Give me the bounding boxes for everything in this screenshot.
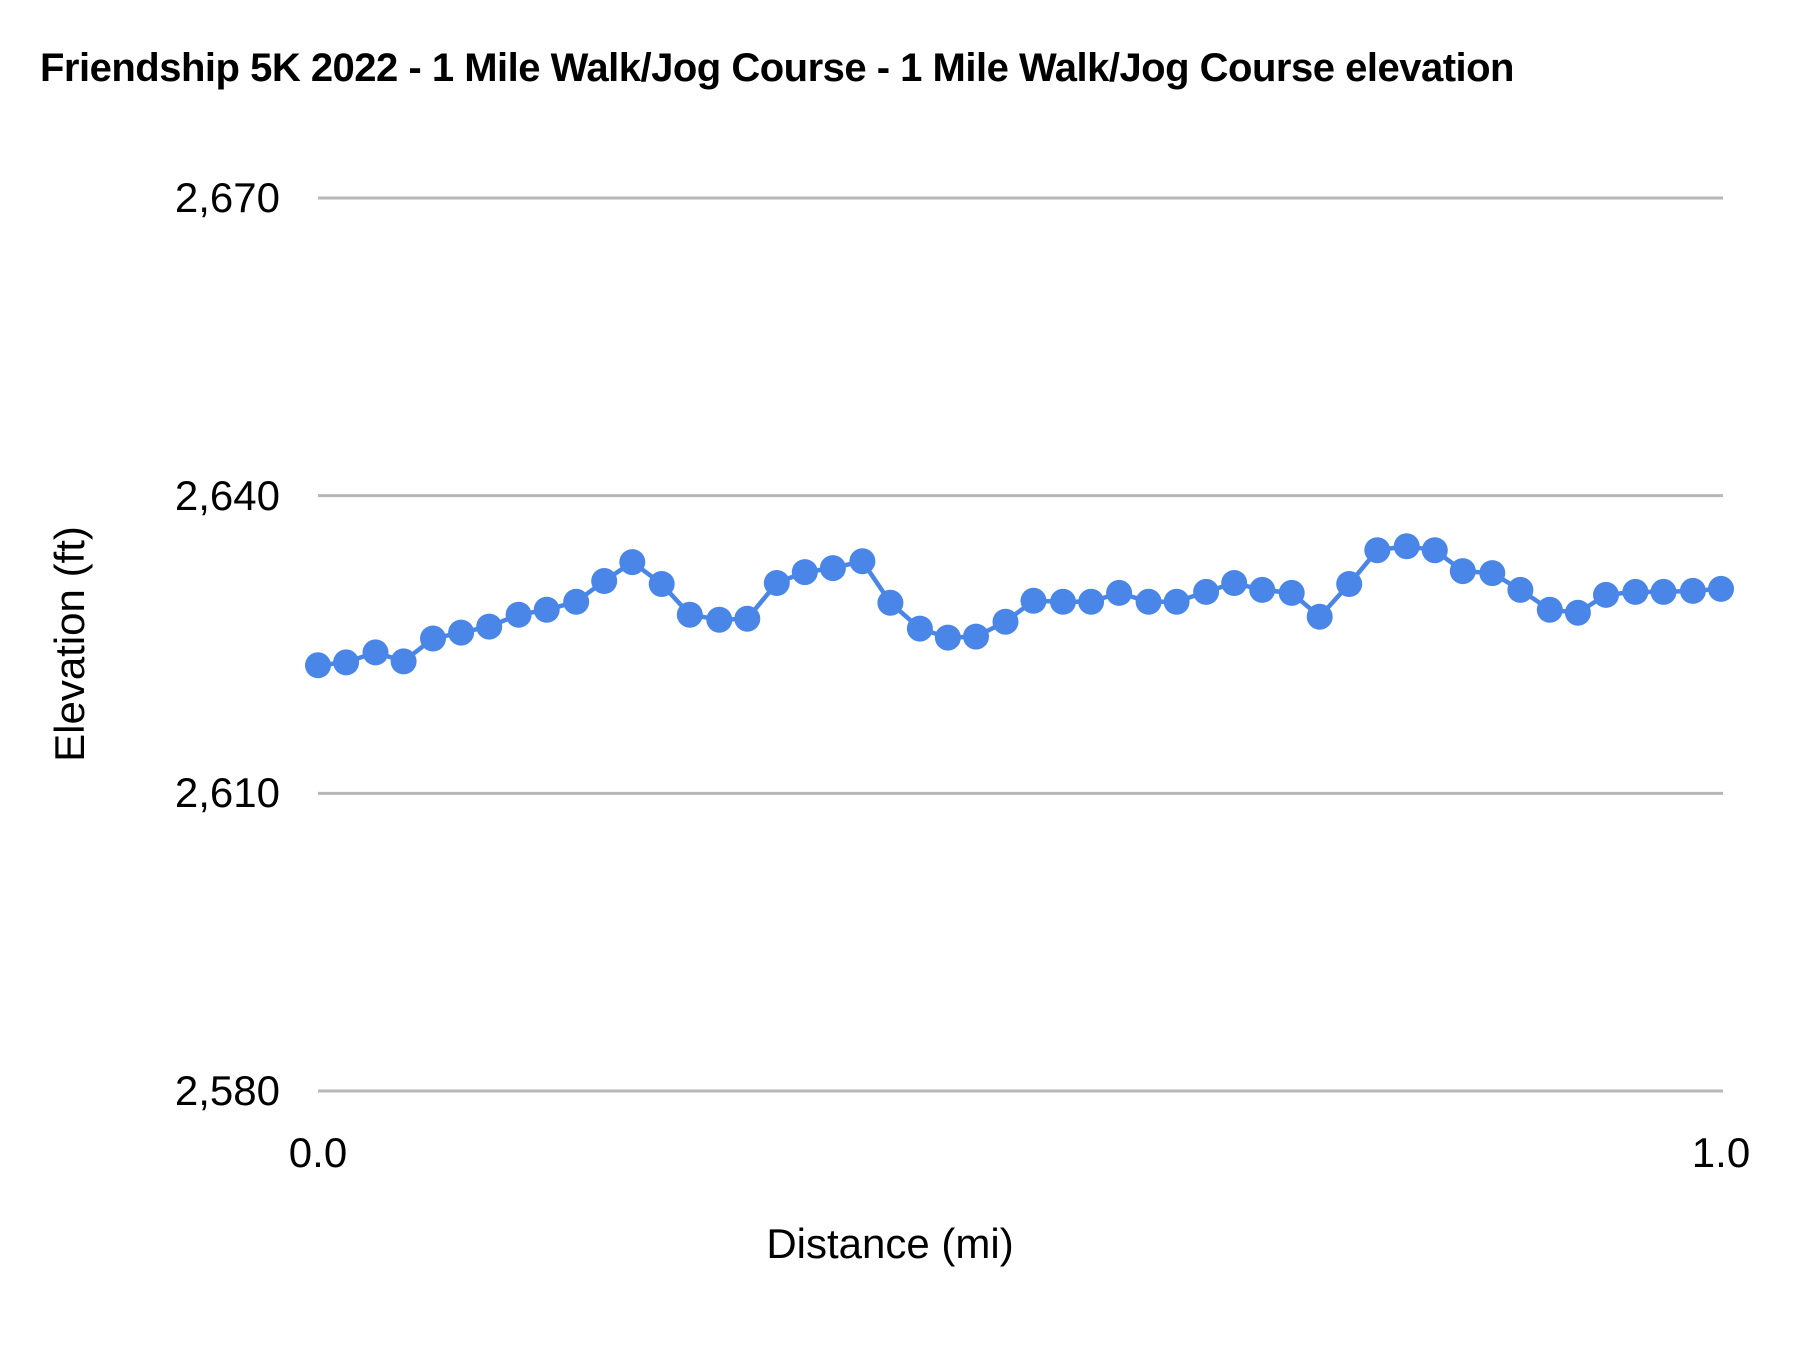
data-point (734, 605, 761, 632)
data-point (591, 568, 618, 594)
data-point (505, 601, 532, 628)
x-tick-label: 0.0 (288, 1129, 348, 1176)
data-point (333, 649, 360, 676)
x-axis-title: Distance (mi) (766, 1220, 1014, 1267)
data-point (1306, 603, 1333, 630)
data-point (448, 619, 475, 646)
data-point (533, 596, 560, 623)
data-point (849, 548, 876, 575)
data-point (1336, 571, 1363, 597)
data-point (992, 608, 1019, 635)
data-point (877, 589, 904, 616)
series-line (315, 544, 1724, 668)
data-point (563, 588, 590, 615)
data-point (362, 639, 389, 666)
data-point (1536, 596, 1563, 623)
data-point (1221, 570, 1248, 596)
data-point (1650, 578, 1677, 605)
data-point (1135, 588, 1162, 615)
chart-title: Friendship 5K 2022 - 1 Mile Walk/Jog Cou… (40, 46, 1515, 90)
data-point (763, 570, 790, 596)
data-point (1193, 578, 1220, 605)
data-point (1050, 588, 1076, 615)
data-point (906, 615, 933, 642)
y-tick-label: 2,670 (174, 174, 280, 221)
data-point (1364, 537, 1391, 564)
data-point (1564, 599, 1591, 626)
data-point (819, 555, 846, 582)
data-point (1020, 587, 1047, 614)
data-point (934, 624, 961, 651)
data-point (1393, 533, 1420, 560)
data-point (1449, 558, 1476, 585)
data-point (1278, 579, 1305, 606)
data-point (1249, 576, 1276, 603)
data-point (1679, 577, 1706, 604)
data-point (1163, 588, 1190, 615)
y-tick-label: 2,640 (174, 471, 280, 519)
x-tick-label: 1.0 (1691, 1129, 1751, 1176)
data-point (476, 613, 503, 640)
y-tick-label: 2,610 (174, 769, 280, 817)
data-point (1106, 579, 1133, 606)
data-point (1078, 588, 1105, 615)
y-tick-label: 2,580 (174, 1067, 280, 1114)
data-point (1421, 537, 1448, 564)
data-point (619, 549, 646, 576)
y-axis-title: Elevation (ft) (46, 526, 93, 762)
data-point (791, 559, 818, 586)
data-point (676, 601, 703, 628)
data-point (1622, 578, 1649, 605)
data-point (1593, 581, 1619, 608)
data-point (305, 652, 331, 679)
data-point (390, 648, 417, 675)
data-point (1708, 575, 1734, 602)
data-point (706, 606, 733, 633)
data-point (1479, 560, 1506, 587)
data-point (963, 623, 989, 650)
data-point (420, 625, 446, 652)
data-point (1507, 576, 1534, 603)
data-point (648, 571, 675, 597)
